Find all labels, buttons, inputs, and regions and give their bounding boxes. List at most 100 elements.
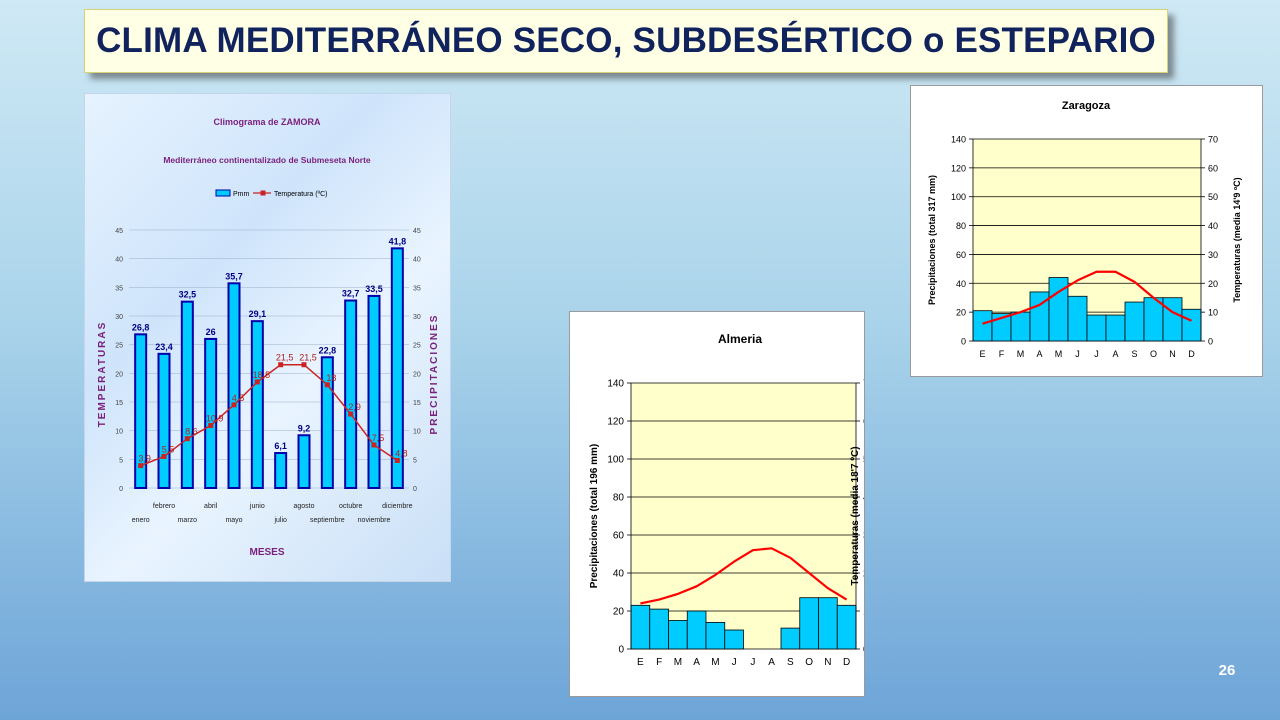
zaragoza-ytick-right: 10	[1208, 308, 1218, 318]
almeria-ytick-right: 30	[863, 531, 864, 542]
zamora-xtick: febrero	[153, 503, 175, 510]
almeria-xtick: O	[805, 657, 813, 668]
zamora-ytick-left: 10	[115, 429, 123, 436]
zamora-climograph: Climograma de ZAMORA Mediterráneo contine…	[84, 93, 451, 582]
zaragoza-bar	[1010, 311, 1031, 342]
almeria-ytick-left: 20	[613, 607, 625, 618]
almeria-bar	[649, 608, 669, 650]
zamora-ytick-right: 15	[413, 400, 421, 407]
almeria-ylabel-right: Temperaturas (media 18'7 ºC)	[850, 446, 861, 585]
zamora-bar-value: 26,8	[132, 322, 150, 332]
zamora-temp-label: 21,5	[276, 353, 294, 363]
zaragoza-ytick-left: 0	[961, 337, 966, 347]
zamora-title: Climograma de ZAMORA	[213, 117, 321, 127]
zamora-temp-point	[324, 382, 330, 388]
zamora-bar	[344, 299, 358, 489]
zaragoza-chart-svg: Zaragoza 0 0 20 10 40 20 60 30 80 40 100 50 120 60 140 7…	[927, 100, 1242, 359]
zamora-temp-label: 18	[326, 373, 336, 383]
zaragoza-bar	[1105, 314, 1126, 342]
zamora-bar-value: 35,7	[225, 271, 243, 281]
zaragoza-xtick: D	[1188, 349, 1195, 359]
zaragoza-xtick: J	[1075, 349, 1080, 359]
zamora-bar-value: 23,4	[155, 342, 173, 352]
zamora-bar	[204, 337, 218, 489]
almeria-bar	[668, 620, 688, 650]
zamora-bar-value: 32,5	[179, 290, 197, 300]
almeria-xtick: M	[711, 657, 719, 668]
almeria-ytick-left: 80	[613, 493, 625, 504]
zamora-ytick-right: 10	[413, 429, 421, 436]
almeria-ytick-right: 60	[863, 417, 864, 428]
zamora-temp-point	[301, 362, 307, 368]
zaragoza-bar	[1086, 314, 1107, 342]
almeria-ytick-right: 10	[863, 607, 864, 618]
zamora-bar	[157, 352, 171, 489]
zaragoza-ytick-right: 50	[1208, 192, 1218, 202]
zamora-ytick-left: 5	[119, 457, 123, 464]
almeria-xtick: A	[693, 657, 700, 668]
zaragoza-ytick-left: 80	[956, 221, 966, 231]
zaragoza-ytick-left: 120	[951, 163, 966, 173]
zaragoza-ytick-right: 0	[1208, 337, 1213, 347]
zaragoza-ylabel-right: Temperaturas (media 14'9 ºC)	[1232, 177, 1242, 302]
zamora-temp-label: 3,9	[138, 454, 151, 464]
zamora-bar	[390, 247, 404, 489]
slide-title-box: CLIMA MEDITERRÁNEO SECO, SUBDESÉRTICO o …	[84, 9, 1168, 73]
almeria-ytick-left: 140	[607, 379, 624, 390]
zamora-ytick-right: 30	[413, 314, 421, 321]
zaragoza-xtick: S	[1131, 349, 1137, 359]
slide-title: CLIMA MEDITERRÁNEO SECO, SUBDESÉRTICO o …	[96, 21, 1156, 60]
zamora-ylabel-left: TEMPERATURAS	[97, 321, 108, 428]
zamora-legend-bar-label: Pmm	[233, 191, 250, 198]
zamora-bar-value: 9,2	[298, 423, 311, 433]
zamora-ytick-right: 5	[413, 457, 417, 464]
zaragoza-title: Zaragoza	[1062, 100, 1111, 112]
zaragoza-xtick: N	[1169, 349, 1176, 359]
zaragoza-ytick-right: 30	[1208, 250, 1218, 260]
almeria-ytick-left: 60	[613, 531, 625, 542]
almeria-bar	[686, 610, 707, 650]
zamora-ylabel-right: PRECIPITACIONES	[429, 314, 440, 435]
zamora-temp-point	[371, 442, 377, 448]
zamora-xtick: octubre	[339, 503, 362, 510]
zamora-temp-point	[208, 423, 214, 429]
almeria-bar	[818, 597, 838, 650]
zamora-bar	[180, 300, 194, 489]
almeria-ytick-right: 20	[863, 569, 864, 580]
zamora-ytick-left: 45	[115, 228, 123, 235]
zamora-temp-point	[254, 379, 260, 385]
zaragoza-xtick: A	[1036, 349, 1042, 359]
zaragoza-bar	[1143, 297, 1164, 342]
zamora-temp-point	[161, 453, 167, 459]
zamora-temp-label: 21,5	[299, 353, 317, 363]
almeria-bar	[724, 629, 744, 650]
zaragoza-xtick: A	[1112, 349, 1118, 359]
zamora-bar-value: 29,1	[249, 309, 267, 319]
almeria-bar	[705, 621, 726, 650]
almeria-xtick: S	[787, 657, 794, 668]
almeria-ytick-left: 0	[618, 645, 624, 656]
zamora-temp-label: 18,5	[253, 370, 271, 380]
zaragoza-ytick-left: 140	[951, 135, 966, 145]
zaragoza-ylabel-left: Precipitaciones (total 317 mm)	[927, 175, 937, 305]
zamora-xtick: julio	[273, 517, 287, 524]
zamora-temp-label: 8,6	[185, 427, 198, 437]
zamora-bar-value: 32,7	[342, 289, 360, 299]
zaragoza-bar	[1067, 295, 1088, 342]
zamora-temp-point	[394, 457, 400, 463]
zaragoza-ytick-right: 40	[1208, 221, 1218, 231]
zamora-xtick: noviembre	[358, 517, 391, 524]
zamora-ytick-right: 45	[413, 228, 421, 235]
zaragoza-xtick: M	[1017, 349, 1025, 359]
zaragoza-ytick-left: 60	[956, 250, 966, 260]
zaragoza-temp-line	[982, 270, 1192, 325]
almeria-xtick: J	[732, 657, 737, 668]
almeria-xtick: F	[656, 657, 662, 668]
zamora-temp-point	[348, 411, 354, 417]
almeria-ylabel-left: Precipitaciones (total 196 mm)	[589, 444, 600, 589]
zamora-xtick: marzo	[178, 517, 198, 524]
zaragoza-bar	[972, 310, 993, 342]
almeria-temp-line	[640, 547, 848, 605]
zamora-temp-label: 4,8	[395, 448, 408, 458]
zaragoza-ytick-right: 70	[1208, 135, 1218, 145]
